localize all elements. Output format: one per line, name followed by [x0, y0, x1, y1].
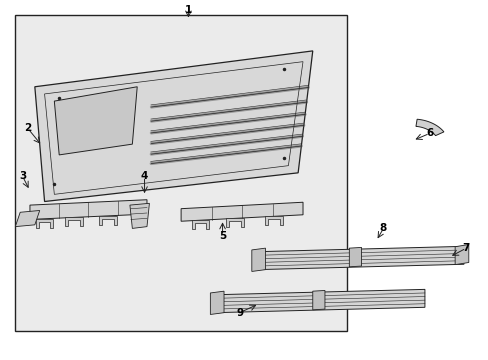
Polygon shape: [415, 119, 443, 136]
Polygon shape: [130, 203, 149, 228]
Polygon shape: [312, 291, 325, 310]
Polygon shape: [181, 202, 303, 221]
Polygon shape: [30, 200, 147, 220]
Polygon shape: [54, 87, 137, 155]
Text: 4: 4: [141, 171, 148, 181]
Polygon shape: [191, 220, 209, 229]
Text: 7: 7: [462, 243, 469, 253]
Polygon shape: [35, 51, 312, 202]
Polygon shape: [264, 216, 282, 225]
Polygon shape: [65, 217, 82, 226]
Text: 8: 8: [379, 224, 386, 233]
Text: 5: 5: [219, 231, 226, 240]
Polygon shape: [256, 246, 463, 270]
Polygon shape: [348, 247, 361, 267]
Text: 9: 9: [236, 308, 243, 318]
Polygon shape: [15, 211, 40, 226]
Text: 3: 3: [19, 171, 26, 181]
Polygon shape: [215, 289, 424, 313]
Polygon shape: [454, 244, 468, 265]
Text: 6: 6: [426, 129, 432, 138]
Polygon shape: [36, 219, 53, 228]
Polygon shape: [99, 216, 117, 225]
Bar: [15, 15, 346, 330]
Polygon shape: [251, 248, 265, 271]
Text: 2: 2: [24, 123, 31, 133]
Text: 1: 1: [184, 5, 192, 15]
Polygon shape: [210, 291, 224, 315]
Polygon shape: [225, 219, 243, 228]
